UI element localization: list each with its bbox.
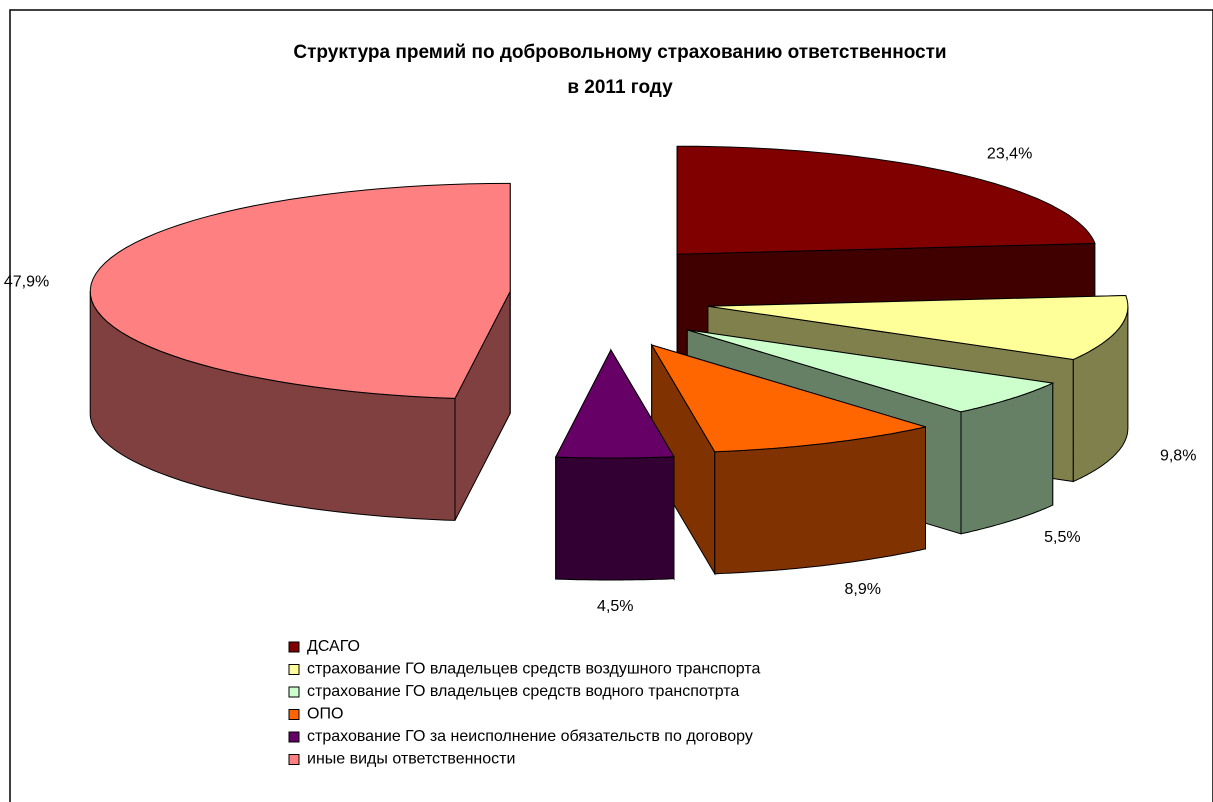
legend-label: страхование ГО за неисполнение обязатель… [307, 728, 753, 745]
slice [554, 348, 675, 581]
legend-swatch [288, 731, 300, 743]
chart-title: Структура премий по добровольному страхо… [293, 42, 946, 63]
data-label: 9,8% [1160, 447, 1196, 464]
slice-top [707, 294, 1129, 361]
legend-swatch [288, 641, 300, 653]
slice-top [554, 348, 675, 459]
legend-label: страхование ГО владельцев средств водног… [307, 683, 739, 700]
slice-top [650, 344, 926, 453]
chart-title: в 2011 году [567, 77, 673, 98]
data-label: 47,9% [4, 274, 49, 291]
data-label: 23,4% [987, 145, 1032, 162]
legend-swatch [288, 664, 300, 675]
legend-label: ДСАГО [307, 638, 360, 655]
data-label: 4,5% [597, 598, 633, 615]
legend-swatch [288, 709, 300, 720]
legend-label: страхование ГО владельцев средств воздуш… [307, 661, 760, 678]
slice-wall [555, 456, 675, 581]
data-label: 8,9% [844, 581, 880, 598]
slice [650, 343, 926, 576]
slice-top [676, 145, 1096, 255]
slice-top [687, 329, 1055, 413]
slice-top [89, 182, 511, 399]
legend-label: ОПО [307, 706, 343, 723]
data-label: 5,5% [1044, 529, 1080, 546]
legend-label: иные виды ответственности [307, 751, 515, 768]
slice [89, 182, 511, 521]
legend-swatch [288, 686, 300, 698]
legend-swatch [288, 754, 300, 765]
